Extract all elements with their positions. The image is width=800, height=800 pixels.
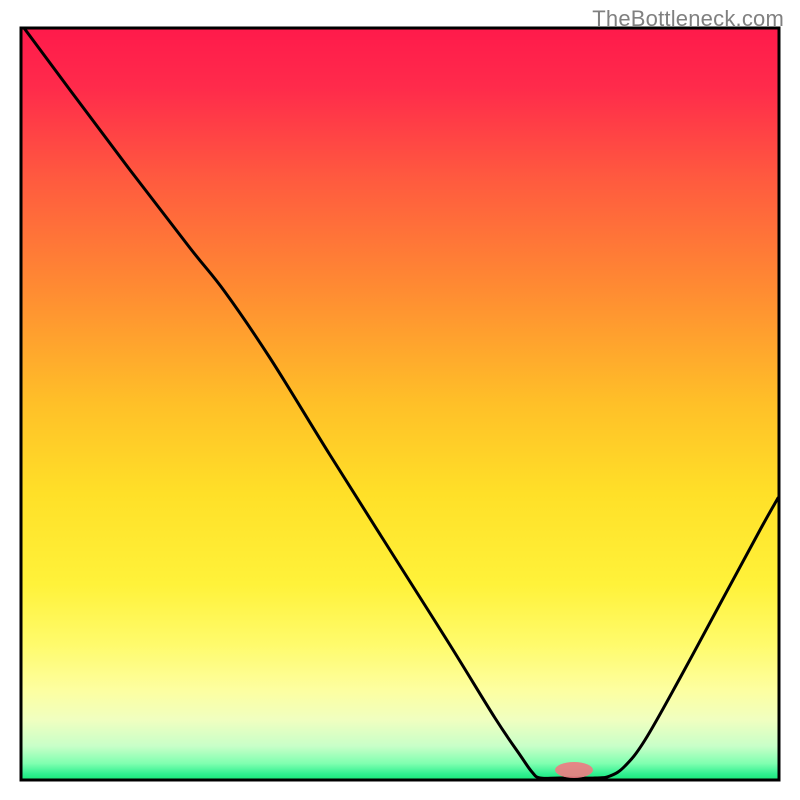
- chart-container: TheBottleneck.com: [0, 0, 800, 800]
- plot-background: [21, 28, 779, 780]
- optimal-marker: [555, 762, 593, 778]
- watermark-text: TheBottleneck.com: [592, 6, 784, 32]
- bottleneck-chart: [0, 0, 800, 800]
